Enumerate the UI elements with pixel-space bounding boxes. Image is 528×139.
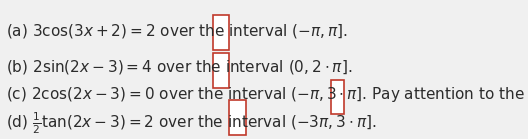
Text: (a) $3\cos(3x + 2) = 2$ over the interval $(-\pi, \pi]$.: (a) $3\cos(3x + 2) = 2$ over the interva… xyxy=(6,22,347,40)
Text: (c) $2\cos(2x - 3) = 0$ over the interval $(-\pi, 3 \cdot \pi]$. Pay attention t: (c) $2\cos(2x - 3) = 0$ over the interva… xyxy=(6,85,528,104)
FancyBboxPatch shape xyxy=(331,80,344,114)
Text: (d) $\frac{1}{2}\tan(2x - 3) = 2$ over the interval $(-3\pi, 3 \cdot \pi]$.: (d) $\frac{1}{2}\tan(2x - 3) = 2$ over t… xyxy=(6,110,376,136)
Text: (b) $2\sin(2x - 3) = 4$ over the interval $(0, 2 \cdot \pi]$.: (b) $2\sin(2x - 3) = 4$ over the interva… xyxy=(6,58,352,76)
FancyBboxPatch shape xyxy=(229,100,246,135)
FancyBboxPatch shape xyxy=(212,15,229,49)
FancyBboxPatch shape xyxy=(212,53,229,88)
